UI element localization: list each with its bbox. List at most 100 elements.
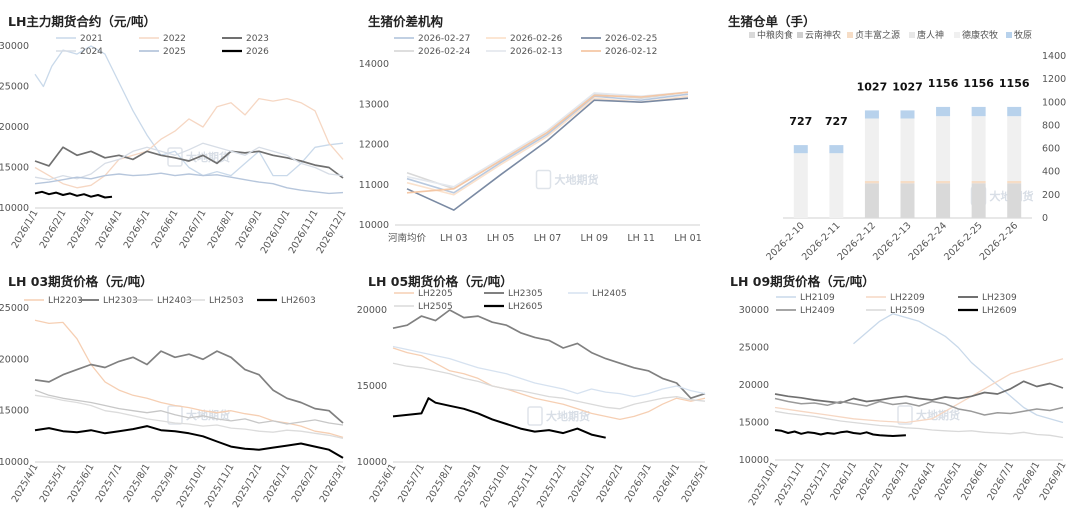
chart-title-p2: 生猪价差机构 [368, 14, 443, 29]
y-tick-label: 30000 [0, 41, 29, 52]
y-tick-label: 15000 [357, 381, 387, 392]
x-tick-label: 河南均价 [388, 232, 427, 244]
x-tick-label: 2025/8/1 [122, 462, 153, 504]
series-line-LH2609 [774, 429, 906, 437]
x-tick-label: 2026/7/1 [178, 208, 209, 250]
y-tick-label: 20000 [739, 380, 769, 391]
chart-title-p3: 生猪仓单（手） [728, 14, 816, 29]
watermark: 大地期货 [527, 406, 590, 426]
y-tick-label: 15000 [739, 418, 769, 429]
watermark-text: 大地期货 [186, 150, 230, 164]
legend-item: 德康农牧 [954, 29, 998, 41]
legend-swatch [749, 32, 755, 38]
y-tick-label: 1200 [1042, 74, 1066, 85]
series-line-LH2309 [774, 380, 1064, 404]
y-tick-label: 10000 [357, 457, 387, 468]
data-label-total: 727 [825, 115, 848, 128]
y-tick-label: 10000 [0, 457, 29, 468]
chart-title-p5: LH 05期货价格（元/吨） [368, 274, 513, 289]
series-line-LH2409 [774, 397, 1064, 416]
legend-item: LH2605 [484, 302, 543, 312]
y-tick-label: 10000 [0, 203, 29, 214]
legend-label: LH2209 [890, 293, 925, 303]
watermark: 大地期货 [535, 169, 599, 190]
legend-item: 2021 [56, 34, 103, 44]
legend-item: 2026-02-12 [581, 47, 657, 57]
bar-segment-中粮肉食 [971, 183, 986, 218]
legend-label: LH2305 [508, 289, 543, 299]
y-tick-label: 15000 [0, 163, 29, 174]
series-line-2026 [34, 190, 113, 199]
y-tick-label: 20000 [0, 354, 29, 365]
legend-item: LH2305 [484, 289, 543, 299]
legend-label: 唐人神 [917, 29, 944, 41]
legend-label: 云南神农 [805, 29, 841, 41]
legend-label: LH2505 [418, 302, 453, 312]
bar-segment-中粮肉食 [1007, 183, 1022, 218]
bar-segment-德康农牧 [936, 116, 951, 181]
legend-label: LH2609 [982, 306, 1017, 316]
legend-label: LH2509 [890, 306, 925, 316]
y-tick-label: 800 [1042, 120, 1060, 131]
legend-item: LH2209 [866, 293, 925, 303]
legend-item: 2026-02-13 [486, 47, 562, 57]
chart-title-p6: LH 09期货价格（元/吨） [730, 274, 875, 289]
x-tick-label: 2026/2/1 [38, 208, 69, 250]
bar-segment-贞丰富之源 [936, 180, 951, 184]
x-tick-label: 2026/2/1 [290, 462, 321, 504]
legend-item: LH2403 [133, 296, 192, 306]
watermark-text: 大地期货 [546, 409, 590, 423]
bar-segment-中粮肉食 [864, 183, 879, 218]
series-line-2024 [34, 142, 344, 181]
x-tick-label: 2025/12/1 [231, 462, 265, 510]
legend-label: LH2109 [800, 293, 835, 303]
bar-segment-贞丰富之源 [900, 180, 915, 184]
legend-label: 2026-02-13 [510, 47, 562, 57]
y-tick-label: 12000 [359, 140, 389, 151]
x-tick-label: 2025/6/1 [66, 462, 97, 504]
x-tick-label: 2026/6/1 [150, 208, 181, 250]
series-line-LH2603 [34, 425, 344, 459]
data-label-total: 1027 [892, 80, 923, 93]
series-line-LH2203 [34, 319, 344, 439]
x-tick-label: LH 01 [674, 233, 702, 244]
legend-swatch [797, 32, 803, 38]
bar-segment-德康农牧 [900, 118, 915, 181]
x-tick-label: 2026/1/1 [566, 462, 597, 504]
x-tick-label: 2026/3/1 [318, 462, 349, 504]
bar-segment-德康农牧 [829, 153, 844, 218]
legend-label: 贞丰富之源 [855, 29, 900, 41]
legend-label: 2022 [163, 34, 186, 44]
y-tick-label: 1000 [1042, 97, 1066, 108]
legend-item: 2025 [139, 47, 186, 57]
x-tick-label: LH 03 [440, 233, 468, 244]
legend-item: LH2505 [394, 302, 453, 312]
data-label-total: 1156 [963, 77, 994, 90]
series-line-2026-02-25 [406, 97, 689, 212]
legend-label: LH2409 [800, 306, 835, 316]
legend-swatch [1006, 32, 1012, 38]
bar-segment-德康农牧 [971, 116, 986, 181]
x-tick-label: 2026/5/1 [680, 462, 711, 504]
legend-item: 贞丰富之源 [847, 29, 900, 41]
y-tick-label: 25000 [0, 82, 29, 93]
legend-item: 2026 [222, 47, 269, 57]
chart-title-p1: LH主力期货合约（元/吨） [8, 14, 156, 29]
legend-label: 2021 [80, 34, 103, 44]
x-tick-label: 2026/9/1 [1038, 460, 1069, 502]
x-tick-label: 2026/4/1 [94, 208, 125, 250]
legend-item: 中粮肉食 [749, 29, 793, 41]
bar-segment-中粮肉食 [900, 183, 915, 218]
y-tick-label: 13000 [359, 99, 389, 110]
x-tick-label: 2026/8/1 [206, 208, 237, 250]
x-tick-label: 2026/5/1 [122, 208, 153, 250]
series-line-LH2305 [392, 309, 706, 400]
legend-label: LH2205 [418, 289, 453, 299]
legend-label: 2026 [246, 47, 269, 57]
x-tick-label: LH 05 [487, 233, 515, 244]
legend-label: LH2503 [209, 296, 244, 306]
legend-item: 2026-02-27 [394, 34, 470, 44]
legend-item: 2022 [139, 34, 186, 44]
series-line-2022 [34, 97, 344, 189]
